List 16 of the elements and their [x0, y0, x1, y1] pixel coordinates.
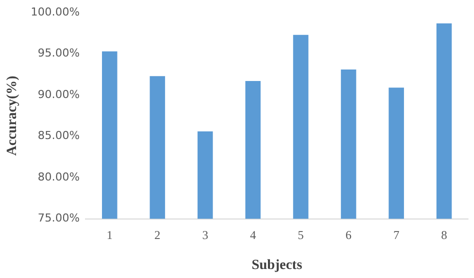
x-tick-label: 3: [202, 228, 208, 242]
x-tick-label: 7: [393, 228, 400, 242]
x-tick-label: 8: [441, 228, 448, 242]
x-tick-label: 4: [250, 228, 256, 242]
x-axis-title: Subjects: [252, 258, 303, 274]
y-tick-label: 95.00%: [38, 46, 80, 60]
y-axis-title: Accuracy(%): [5, 75, 20, 156]
x-tick-label: 2: [154, 228, 160, 242]
y-tick-label: 80.00%: [38, 170, 80, 184]
y-tick-label: 100.00%: [30, 5, 80, 18]
y-tick-label: 75.00%: [38, 212, 80, 225]
y-tick-label: 90.00%: [38, 88, 80, 101]
x-tick-label: 1: [106, 228, 113, 242]
y-tick-label: 85.00%: [38, 129, 80, 142]
x-tick-label: 5: [298, 228, 304, 242]
x-tick-label: 6: [346, 228, 352, 242]
